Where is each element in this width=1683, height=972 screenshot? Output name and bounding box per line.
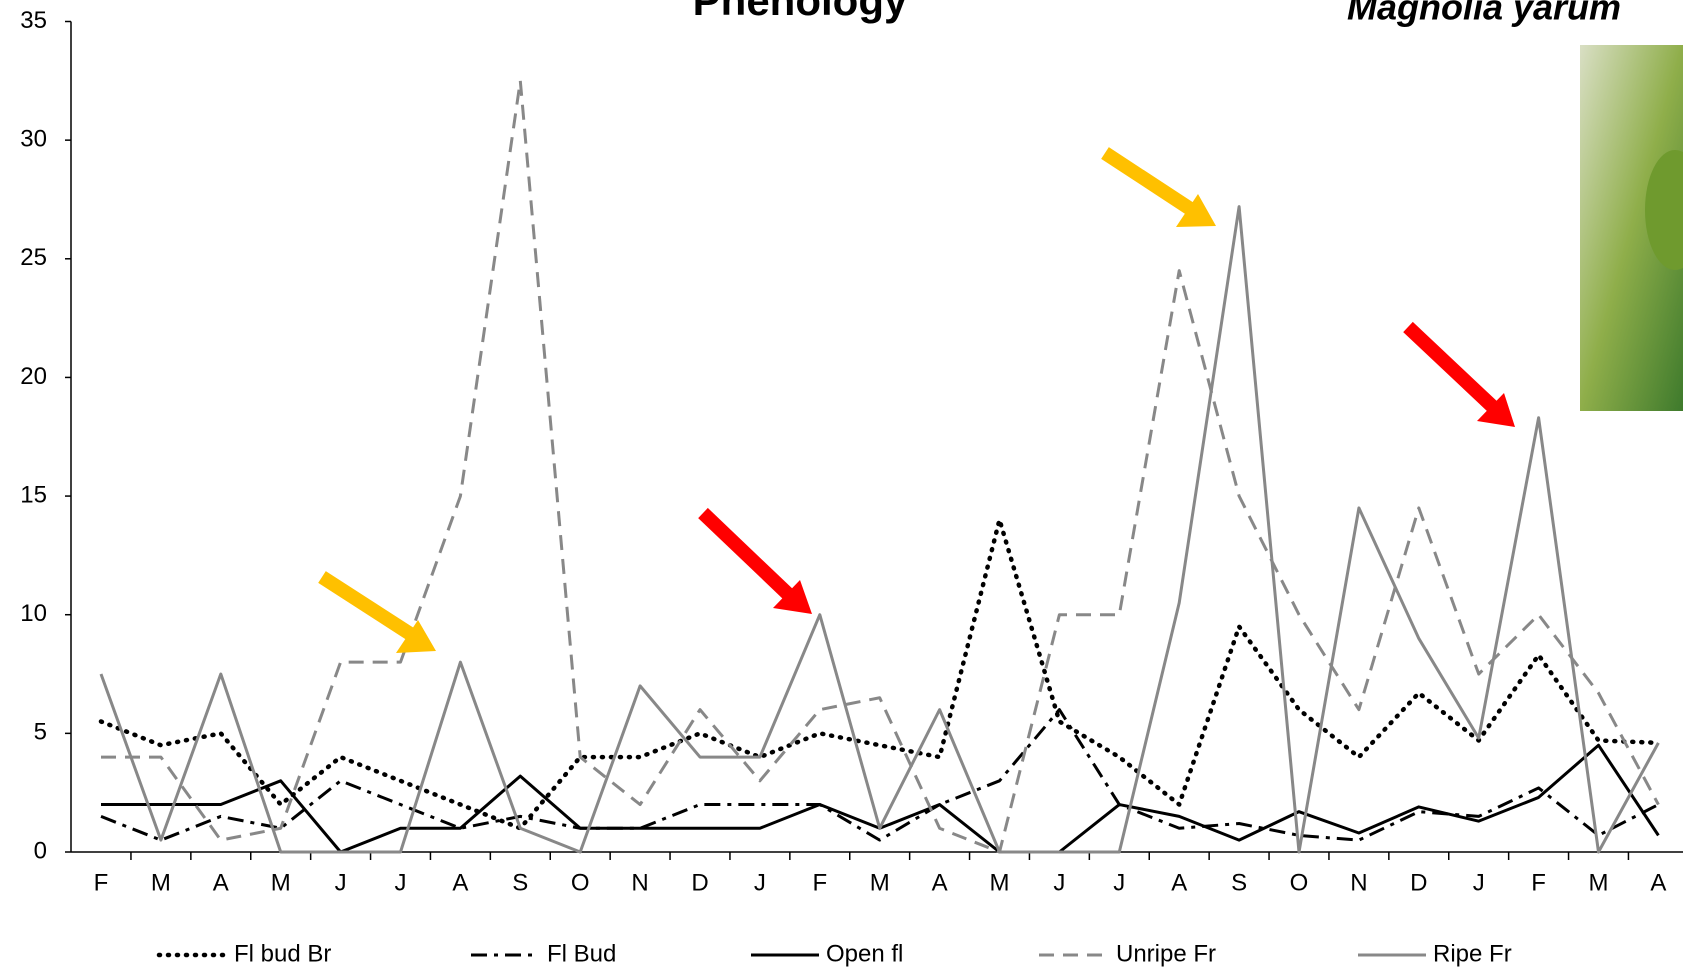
x-tick-label: F	[1531, 869, 1546, 896]
y-tick-label: 30	[20, 125, 47, 152]
legend-label: Fl bud Br	[234, 940, 331, 967]
x-tick-label: M	[151, 869, 171, 896]
arrow-head	[1176, 194, 1216, 227]
arrow	[1101, 147, 1199, 218]
legend-label: Unripe Fr	[1116, 940, 1216, 967]
arrow-head	[396, 620, 436, 653]
x-tick-label: J	[1053, 869, 1065, 896]
x-tick-label: J	[754, 869, 766, 896]
x-tick-label: F	[94, 869, 109, 896]
legend-label: Ripe Fr	[1433, 940, 1512, 967]
arrow	[698, 507, 795, 602]
x-tick-label: M	[1589, 869, 1609, 896]
x-tick-label: J	[395, 869, 407, 896]
x-tick-label: N	[1350, 869, 1367, 896]
series-line	[100, 708, 1660, 842]
x-tick-label: A	[932, 869, 948, 896]
arrows	[318, 147, 1515, 653]
arrow	[318, 571, 419, 643]
legend-label: Open fl	[826, 940, 903, 967]
chart-title: Phenology	[693, 0, 908, 24]
x-tick-label: N	[631, 869, 648, 896]
series-line	[99, 205, 1660, 854]
x-tick-label: A	[213, 869, 229, 896]
series-line	[98, 517, 1661, 831]
x-tick-label: M	[990, 869, 1010, 896]
y-tick-label: 10	[20, 600, 47, 627]
y-tick-label: 35	[20, 7, 47, 34]
legend-label: Fl Bud	[547, 940, 616, 967]
x-tick-label: F	[812, 869, 827, 896]
x-tick-label: M	[870, 869, 890, 896]
x-tick-label: M	[271, 869, 291, 896]
arrow-head	[1477, 393, 1515, 427]
x-tick-label: J	[1473, 869, 1485, 896]
arrow-head	[773, 580, 812, 614]
x-tick-label: A	[1171, 869, 1187, 896]
y-tick-label: 5	[34, 719, 47, 746]
x-tick-label: O	[1290, 869, 1309, 896]
x-tick-label: J	[1113, 869, 1125, 896]
photo-detail	[1645, 150, 1683, 270]
x-tick-label: O	[571, 869, 590, 896]
x-tick-label: D	[691, 869, 708, 896]
arrow	[1403, 321, 1499, 414]
x-tick-label: A	[452, 869, 468, 896]
y-tick-label: 25	[20, 244, 47, 271]
x-tick-label: A	[1650, 869, 1666, 896]
y-tick-label: 20	[20, 363, 47, 390]
y-tick-label: 0	[34, 837, 47, 864]
x-tick-label: S	[1231, 869, 1247, 896]
x-tick-label: J	[335, 869, 347, 896]
chart-subtitle: Magnolia yarum	[1347, 0, 1621, 28]
x-tick-label: S	[512, 869, 528, 896]
x-tick-label: D	[1410, 869, 1427, 896]
series-line	[101, 79, 1660, 854]
y-tick-label: 15	[20, 481, 47, 508]
